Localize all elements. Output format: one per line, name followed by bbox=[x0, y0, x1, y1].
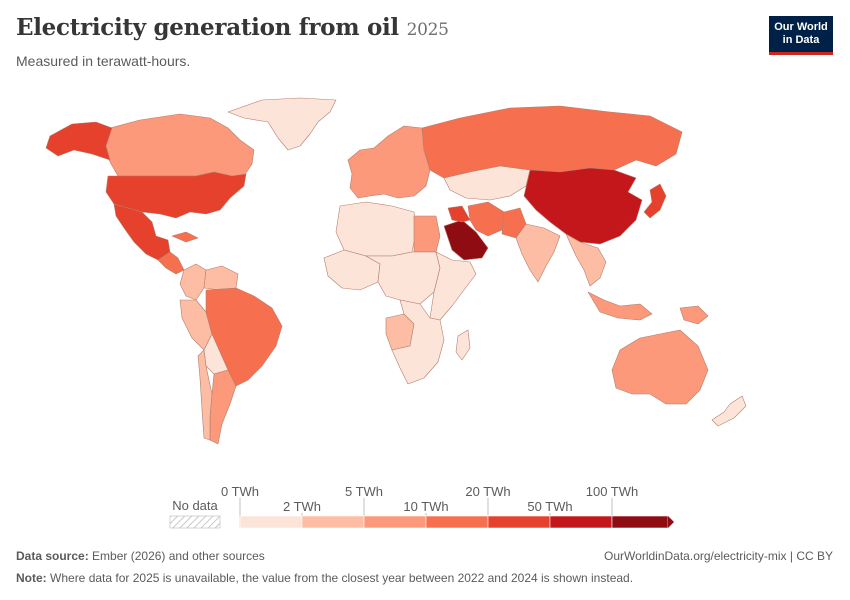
region-north-africa[interactable] bbox=[335, 201, 417, 257]
region-australia[interactable] bbox=[611, 329, 709, 405]
source-url[interactable]: OurWorldinData.org/electricity-mix | CC … bbox=[604, 549, 833, 563]
region-chile[interactable] bbox=[197, 349, 213, 441]
chart-note-label: Note: bbox=[16, 571, 47, 585]
legend-label-top-3: 100 TWh bbox=[586, 484, 639, 499]
legend-bin-4[interactable] bbox=[425, 515, 489, 529]
region-argentina[interactable] bbox=[209, 369, 237, 445]
legend-bins bbox=[239, 515, 674, 529]
region-saudi-arabia[interactable] bbox=[443, 219, 489, 261]
region-europe[interactable] bbox=[347, 125, 431, 199]
legend-bin-3[interactable] bbox=[363, 515, 427, 529]
legend-arrow-tip bbox=[668, 516, 674, 528]
legend-label-bottom-1: 10 TWh bbox=[403, 499, 448, 514]
chart-title-text: Electricity generation from oil bbox=[16, 14, 399, 41]
world-map bbox=[45, 97, 747, 445]
region-papua-new-guinea[interactable] bbox=[679, 305, 709, 325]
legend-label-bottom-2: 50 TWh bbox=[527, 499, 572, 514]
region-india[interactable] bbox=[515, 223, 561, 283]
legend-label-top-0: 0 TWh bbox=[221, 484, 259, 499]
map-legend: No data 0 TWh 5 TWh 20 TWh 100 TWh 2 TWh 10 … bbox=[169, 484, 674, 529]
region-colombia[interactable] bbox=[179, 263, 207, 301]
legend-label-bottom-0: 2 TWh bbox=[283, 499, 321, 514]
region-southern-africa[interactable] bbox=[391, 299, 445, 385]
region-japan[interactable] bbox=[643, 183, 667, 219]
legend-bin-1[interactable] bbox=[239, 515, 303, 529]
chart-title: Electricity generation from oil 2025 bbox=[16, 14, 449, 41]
region-venezuela[interactable] bbox=[203, 265, 239, 291]
logo-line-2: in Data bbox=[782, 34, 820, 46]
chart-subtitle: Measured in terawatt-hours. bbox=[16, 53, 191, 69]
legend-label-top-2: 20 TWh bbox=[465, 484, 510, 499]
legend-label-top-1: 5 TWh bbox=[345, 484, 383, 499]
region-kazakhstan[interactable] bbox=[443, 165, 531, 201]
region-china[interactable] bbox=[523, 167, 643, 245]
legend-labels-bottom: 2 TWh 10 TWh 50 TWh bbox=[283, 499, 573, 514]
legend-bin-7[interactable] bbox=[611, 515, 669, 529]
data-source-label: Data source: bbox=[16, 549, 89, 563]
data-source: Data source: Ember (2026) and other sour… bbox=[16, 549, 265, 563]
region-canada[interactable] bbox=[103, 113, 255, 179]
map-regions bbox=[45, 97, 747, 445]
chart-note: Note: Where data for 2025 is unavailable… bbox=[16, 571, 633, 585]
region-greenland[interactable] bbox=[227, 97, 337, 151]
owid-logo[interactable]: Our World in Data bbox=[769, 16, 833, 55]
region-indonesia[interactable] bbox=[587, 291, 653, 321]
data-source-text[interactable]: Ember (2026) and other sources bbox=[92, 549, 265, 563]
region-alaska[interactable] bbox=[45, 121, 113, 161]
legend-bin-5[interactable] bbox=[487, 515, 551, 529]
region-iraq[interactable] bbox=[447, 205, 471, 223]
chart-year: 2025 bbox=[406, 20, 449, 40]
chart-note-text: Where data for 2025 is unavailable, the … bbox=[50, 571, 634, 585]
region-madagascar[interactable] bbox=[455, 329, 471, 361]
region-iran[interactable] bbox=[467, 201, 505, 237]
region-russia[interactable] bbox=[421, 105, 683, 179]
legend-no-data-label: No data bbox=[172, 498, 218, 513]
region-new-zealand[interactable] bbox=[711, 395, 747, 427]
region-central-africa[interactable] bbox=[365, 251, 441, 305]
legend-no-data-swatch bbox=[169, 515, 221, 529]
legend-bin-2[interactable] bbox=[301, 515, 365, 529]
legend-labels-top: 0 TWh 5 TWh 20 TWh 100 TWh bbox=[221, 484, 638, 499]
region-cuba[interactable] bbox=[171, 231, 199, 243]
region-east-africa[interactable] bbox=[429, 251, 477, 321]
legend-bin-6[interactable] bbox=[549, 515, 613, 529]
region-egypt[interactable] bbox=[413, 215, 441, 253]
logo-line-1: Our World bbox=[774, 21, 828, 33]
region-southeast-asia[interactable] bbox=[565, 233, 607, 287]
